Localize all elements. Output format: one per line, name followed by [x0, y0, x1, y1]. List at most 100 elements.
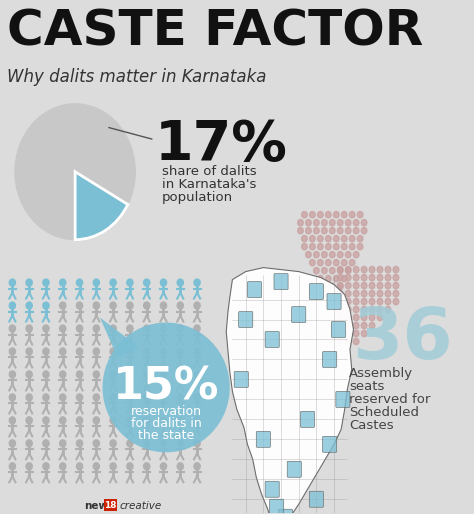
Circle shape — [393, 290, 399, 297]
FancyBboxPatch shape — [310, 284, 323, 300]
Circle shape — [337, 298, 343, 305]
Circle shape — [353, 266, 359, 273]
Circle shape — [353, 228, 359, 234]
Circle shape — [353, 274, 359, 281]
Circle shape — [353, 331, 359, 337]
Circle shape — [194, 279, 200, 286]
Circle shape — [329, 283, 335, 290]
FancyBboxPatch shape — [234, 372, 248, 388]
Circle shape — [26, 348, 32, 355]
Circle shape — [43, 440, 49, 447]
Circle shape — [385, 282, 391, 289]
Circle shape — [60, 279, 66, 286]
Circle shape — [9, 371, 16, 378]
Circle shape — [76, 325, 82, 332]
Circle shape — [349, 244, 355, 250]
Circle shape — [26, 394, 32, 401]
Circle shape — [144, 394, 150, 401]
Circle shape — [127, 463, 133, 470]
Circle shape — [160, 463, 166, 470]
Circle shape — [43, 371, 49, 378]
Circle shape — [60, 417, 66, 424]
Circle shape — [110, 394, 116, 401]
Circle shape — [353, 306, 359, 313]
Circle shape — [341, 276, 347, 282]
Circle shape — [93, 325, 100, 332]
Circle shape — [337, 274, 343, 281]
Circle shape — [337, 282, 343, 289]
Circle shape — [9, 394, 16, 401]
Circle shape — [160, 348, 166, 355]
Circle shape — [326, 291, 331, 298]
Circle shape — [385, 306, 391, 313]
FancyBboxPatch shape — [327, 293, 341, 309]
Circle shape — [160, 394, 166, 401]
Circle shape — [377, 274, 383, 281]
Circle shape — [321, 267, 327, 274]
Circle shape — [43, 279, 49, 286]
Circle shape — [337, 219, 343, 226]
Circle shape — [160, 325, 166, 332]
Circle shape — [301, 235, 307, 242]
Circle shape — [337, 322, 343, 329]
Circle shape — [93, 371, 100, 378]
Circle shape — [377, 306, 383, 313]
Text: for dalits in: for dalits in — [131, 417, 201, 430]
Circle shape — [76, 440, 82, 447]
Circle shape — [93, 348, 100, 355]
Circle shape — [346, 306, 351, 313]
Circle shape — [194, 302, 200, 309]
Circle shape — [127, 302, 133, 309]
Circle shape — [93, 302, 100, 309]
FancyBboxPatch shape — [310, 491, 323, 507]
Circle shape — [318, 211, 323, 218]
Circle shape — [110, 463, 116, 470]
Circle shape — [194, 440, 200, 447]
FancyBboxPatch shape — [323, 436, 337, 452]
FancyBboxPatch shape — [323, 352, 337, 368]
Circle shape — [43, 394, 49, 401]
Circle shape — [369, 298, 375, 305]
Circle shape — [369, 322, 375, 329]
Circle shape — [127, 417, 133, 424]
Text: Scheduled: Scheduled — [349, 407, 419, 419]
Circle shape — [377, 298, 383, 305]
Circle shape — [329, 219, 335, 226]
Circle shape — [393, 282, 399, 289]
Circle shape — [60, 463, 66, 470]
Circle shape — [144, 371, 150, 378]
Circle shape — [127, 279, 133, 286]
Text: Why dalits matter in Karnataka: Why dalits matter in Karnataka — [7, 68, 266, 86]
Circle shape — [9, 302, 16, 309]
Circle shape — [43, 417, 49, 424]
Circle shape — [144, 279, 150, 286]
Circle shape — [43, 325, 49, 332]
FancyBboxPatch shape — [104, 499, 117, 511]
Ellipse shape — [102, 322, 230, 452]
Polygon shape — [100, 318, 140, 357]
Circle shape — [361, 274, 367, 281]
Circle shape — [377, 282, 383, 289]
Circle shape — [393, 298, 399, 305]
FancyBboxPatch shape — [256, 431, 271, 447]
Circle shape — [346, 219, 351, 226]
Circle shape — [341, 244, 347, 250]
Circle shape — [341, 235, 347, 242]
Circle shape — [314, 251, 319, 258]
Circle shape — [346, 290, 351, 297]
Circle shape — [337, 283, 343, 290]
Circle shape — [26, 325, 32, 332]
Circle shape — [337, 338, 343, 345]
Circle shape — [333, 244, 339, 250]
Circle shape — [127, 325, 133, 332]
Circle shape — [301, 244, 307, 250]
Text: seats: seats — [349, 380, 384, 393]
FancyBboxPatch shape — [331, 322, 346, 338]
Text: CASTE FACTOR: CASTE FACTOR — [7, 8, 423, 56]
Circle shape — [93, 440, 100, 447]
Circle shape — [329, 267, 335, 274]
Circle shape — [385, 266, 391, 273]
Circle shape — [353, 298, 359, 305]
Circle shape — [110, 440, 116, 447]
Polygon shape — [226, 268, 354, 514]
